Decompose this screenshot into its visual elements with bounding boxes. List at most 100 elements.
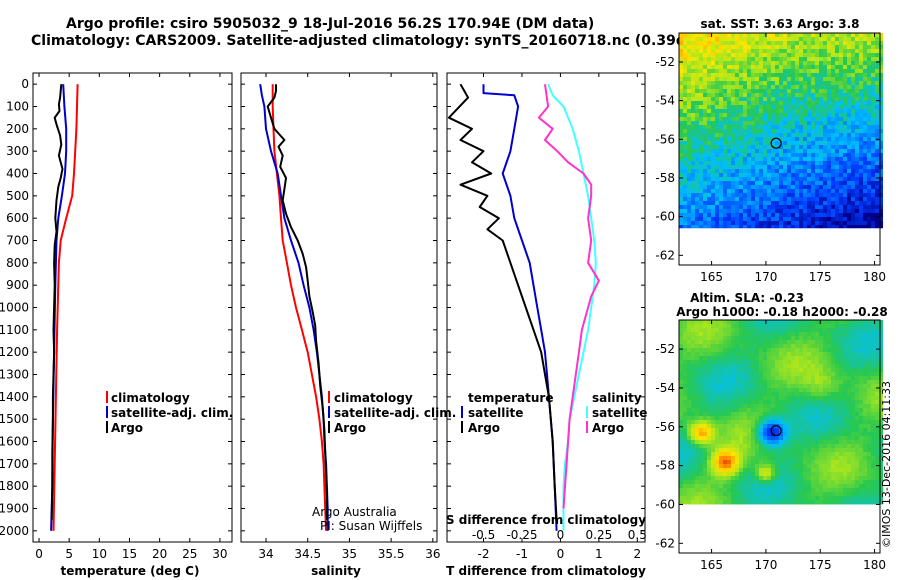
map-cell [855, 464, 859, 468]
map-cell [747, 181, 751, 185]
map-cell [819, 193, 823, 197]
map-cell [747, 488, 751, 492]
map-cell [679, 364, 683, 368]
map-cell [683, 173, 687, 177]
map-cell [707, 65, 711, 69]
map-cell [791, 404, 795, 408]
map-cell [791, 217, 795, 221]
map-cell [695, 432, 699, 436]
map-cell [819, 105, 823, 109]
map-cell [855, 97, 859, 101]
map-cell [855, 217, 859, 221]
map-cell [799, 185, 803, 189]
map-cell [751, 81, 755, 85]
map-cell [851, 225, 855, 229]
map-cell [851, 444, 855, 448]
map-cell [819, 101, 823, 105]
map-cell [791, 93, 795, 97]
map-cell [747, 185, 751, 189]
map-cell [715, 69, 719, 73]
map-cell [803, 320, 807, 324]
map-cell [715, 205, 719, 209]
map-cell [683, 157, 687, 161]
map-cell [807, 89, 811, 93]
map-cell [795, 480, 799, 484]
map-cell [847, 336, 851, 340]
map-cell [827, 420, 831, 424]
map-cell [799, 169, 803, 173]
map-cell [819, 97, 823, 101]
map-cell [775, 348, 779, 352]
map-cell [859, 336, 863, 340]
map-cell [875, 480, 879, 484]
map-cell [815, 157, 819, 161]
map-cell [715, 49, 719, 53]
map-cell [787, 193, 791, 197]
map-cell [831, 472, 835, 476]
map-cell [847, 109, 851, 113]
map-cell [687, 472, 691, 476]
map-cell [875, 53, 879, 57]
map-cell [767, 412, 771, 416]
map-cell [855, 484, 859, 488]
map-cell [791, 165, 795, 169]
map-cell [759, 45, 763, 49]
map-cell [823, 149, 827, 153]
map-cell [755, 109, 759, 113]
map-cell [755, 217, 759, 221]
map-cell [843, 372, 847, 376]
map-cell [759, 217, 763, 221]
map-cell [695, 153, 699, 157]
map-cell [759, 344, 763, 348]
map-cell [755, 464, 759, 468]
map-cell [863, 440, 867, 444]
map-cell [811, 77, 815, 81]
map-cell [775, 165, 779, 169]
map-cell [711, 488, 715, 492]
map-cell [751, 65, 755, 69]
map-cell [771, 73, 775, 77]
map-cell [679, 428, 683, 432]
map-cell [775, 364, 779, 368]
map-cell [851, 101, 855, 105]
map-cell [807, 201, 811, 205]
map-cell [815, 364, 819, 368]
map-cell [759, 368, 763, 372]
map-cell [703, 476, 707, 480]
map-cell [787, 448, 791, 452]
map-cell [823, 460, 827, 464]
map-cell [767, 165, 771, 169]
map-cell [679, 33, 683, 37]
map-cell [707, 137, 711, 141]
map-cell [787, 432, 791, 436]
map-cell [823, 85, 827, 89]
map-cell [739, 464, 743, 468]
map-cell [879, 468, 883, 472]
map-cell [799, 412, 803, 416]
map-cell [687, 340, 691, 344]
map-cell [779, 332, 783, 336]
map-cell [851, 157, 855, 161]
map-cell [735, 356, 739, 360]
map-cell [775, 484, 779, 488]
map-cell [751, 328, 755, 332]
map-cell [695, 57, 699, 61]
map-cell [783, 145, 787, 149]
map-cell [811, 145, 815, 149]
map-cell [755, 348, 759, 352]
map-cell [847, 125, 851, 129]
map-cell [707, 436, 711, 440]
map-cell [823, 484, 827, 488]
map-cell [783, 412, 787, 416]
map-cell [703, 412, 707, 416]
map-cell [747, 332, 751, 336]
map-cell [863, 93, 867, 97]
map-cell [751, 456, 755, 460]
map-cell [771, 380, 775, 384]
map-cell [683, 77, 687, 81]
map-cell [819, 57, 823, 61]
map-cell [863, 332, 867, 336]
map-cell [871, 324, 875, 328]
map-cell [811, 328, 815, 332]
map-cell [863, 388, 867, 392]
